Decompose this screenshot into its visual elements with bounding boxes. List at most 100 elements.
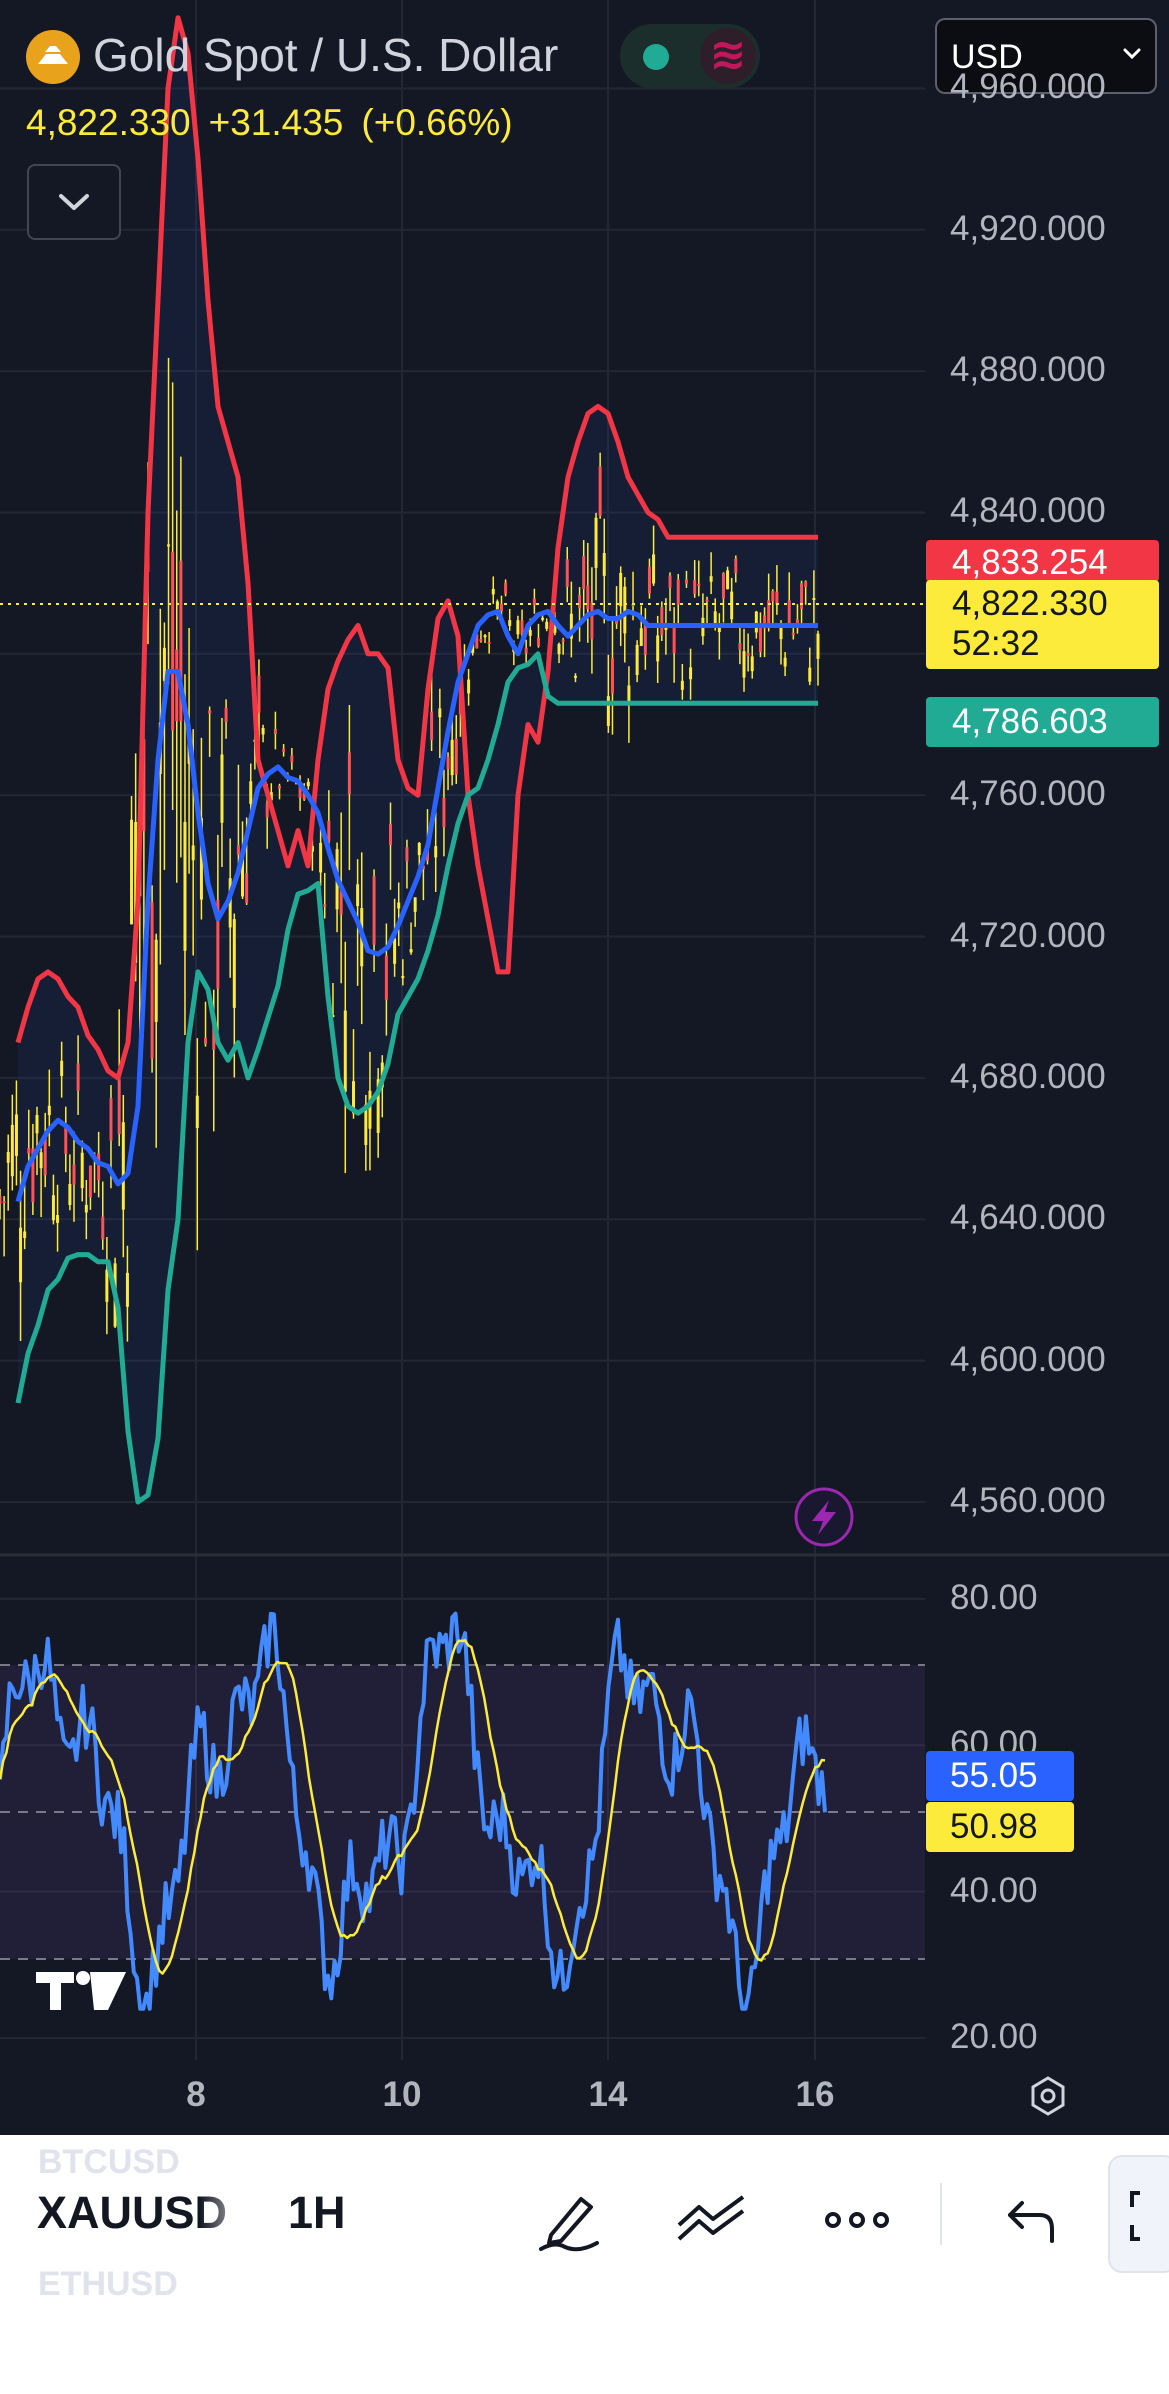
price-tick-label: 4,920.000 bbox=[950, 208, 1106, 248]
candle bbox=[647, 558, 651, 599]
price-tick-label: 4,720.000 bbox=[950, 915, 1106, 955]
rsi-value-badge: 55.05 bbox=[926, 1751, 1074, 1801]
candle bbox=[319, 822, 323, 886]
candle bbox=[573, 673, 577, 683]
collapse-legend-button[interactable] bbox=[27, 164, 121, 240]
fullscreen-button[interactable] bbox=[1108, 2155, 1169, 2273]
candle bbox=[204, 1001, 208, 1047]
candle bbox=[524, 639, 528, 665]
candle bbox=[27, 1109, 31, 1170]
candle bbox=[504, 579, 508, 597]
candle bbox=[454, 715, 458, 784]
time-tick-label: 8 bbox=[186, 2075, 206, 2114]
candle bbox=[619, 566, 623, 647]
candle bbox=[56, 1184, 60, 1252]
candle bbox=[339, 812, 343, 984]
candle bbox=[693, 560, 697, 598]
candle bbox=[273, 711, 277, 750]
currency-value: USD bbox=[951, 38, 1023, 76]
candle bbox=[816, 630, 820, 686]
lower-band-line bbox=[15, 651, 818, 1505]
candle bbox=[652, 525, 656, 586]
price-tick-label: 4,960.000 bbox=[950, 67, 1106, 107]
candle bbox=[125, 1245, 129, 1342]
candle bbox=[808, 647, 812, 686]
candle bbox=[479, 630, 483, 643]
symbol-fade bbox=[200, 2135, 260, 2335]
currency-select[interactable]: USD bbox=[935, 18, 1157, 94]
candle bbox=[668, 572, 672, 612]
candle bbox=[249, 763, 253, 816]
candle bbox=[758, 612, 762, 658]
rsi-ma-value-badge: 50.98 bbox=[926, 1802, 1074, 1852]
candle bbox=[331, 983, 335, 1018]
price-summary: 4,822.330 +31.435 (+0.66%) bbox=[26, 102, 531, 144]
candle bbox=[586, 542, 590, 643]
candle bbox=[347, 704, 351, 871]
undo-icon[interactable] bbox=[1000, 2185, 1060, 2255]
candle bbox=[162, 622, 166, 870]
candle bbox=[368, 1051, 372, 1171]
candle bbox=[689, 648, 693, 700]
candle bbox=[746, 633, 750, 672]
candle bbox=[195, 1038, 199, 1251]
candle bbox=[623, 577, 627, 663]
candle bbox=[602, 518, 606, 624]
candle bbox=[208, 706, 212, 757]
candle bbox=[721, 572, 725, 623]
candle bbox=[405, 839, 409, 889]
pen-icon[interactable] bbox=[535, 2185, 605, 2255]
candle bbox=[787, 572, 791, 625]
chart-canvas[interactable] bbox=[0, 0, 1169, 2135]
candle bbox=[6, 1134, 10, 1211]
candle bbox=[401, 959, 405, 986]
candle bbox=[2, 1196, 6, 1257]
candle bbox=[154, 933, 158, 1148]
more-icon[interactable] bbox=[822, 2185, 892, 2255]
candle bbox=[635, 640, 639, 683]
candle bbox=[101, 1181, 105, 1250]
candle bbox=[672, 607, 676, 683]
candle bbox=[434, 800, 438, 892]
candle bbox=[31, 1123, 35, 1216]
market-open-dot-icon bbox=[643, 44, 669, 70]
interval-button[interactable]: 1H bbox=[288, 2187, 346, 2238]
lightning-icon[interactable] bbox=[794, 1487, 854, 1547]
candle bbox=[290, 747, 294, 770]
candle bbox=[709, 552, 713, 595]
trend-lines-icon[interactable] bbox=[673, 2185, 753, 2255]
candle bbox=[578, 587, 582, 642]
candle bbox=[738, 627, 742, 665]
upper-band-line bbox=[15, 15, 818, 1081]
market-status-indicator[interactable]: ≋ bbox=[620, 24, 760, 88]
price-tick-label: 4,600.000 bbox=[950, 1339, 1106, 1379]
candle bbox=[516, 615, 520, 639]
symbol-current[interactable]: XAUUSD bbox=[37, 2187, 228, 2238]
settings-hexagon-icon[interactable] bbox=[1031, 2076, 1065, 2116]
symbol-next[interactable]: ETHUSD bbox=[38, 2265, 178, 2303]
candle bbox=[475, 633, 479, 649]
rsi-ma-line bbox=[0, 1639, 826, 1975]
candle bbox=[278, 783, 282, 800]
chevron-down-icon bbox=[1123, 48, 1141, 60]
candle bbox=[812, 570, 816, 625]
candle bbox=[60, 1041, 64, 1098]
symbol-title[interactable]: Gold Spot / U.S. Dollar bbox=[93, 29, 559, 81]
candle bbox=[450, 717, 454, 786]
candle bbox=[606, 654, 610, 733]
candle bbox=[413, 897, 417, 927]
symbol-prev[interactable]: BTCUSD bbox=[38, 2143, 180, 2181]
candle bbox=[389, 802, 393, 890]
candle bbox=[643, 608, 647, 670]
candle bbox=[80, 1140, 84, 1202]
price-tick-label: 4,560.000 bbox=[950, 1480, 1106, 1520]
candle bbox=[76, 1035, 80, 1115]
bottom-toolbar: BTCUSD XAUUSD ETHUSD 1H bbox=[0, 2135, 1169, 2394]
candle bbox=[697, 560, 701, 597]
chart-area[interactable]: Gold Spot / U.S. Dollar ≋ 4,822.330 +31.4… bbox=[0, 0, 1169, 2135]
candle bbox=[167, 357, 171, 685]
candle bbox=[545, 618, 549, 632]
candle bbox=[684, 570, 688, 588]
candle bbox=[594, 512, 598, 601]
candle bbox=[508, 608, 512, 631]
